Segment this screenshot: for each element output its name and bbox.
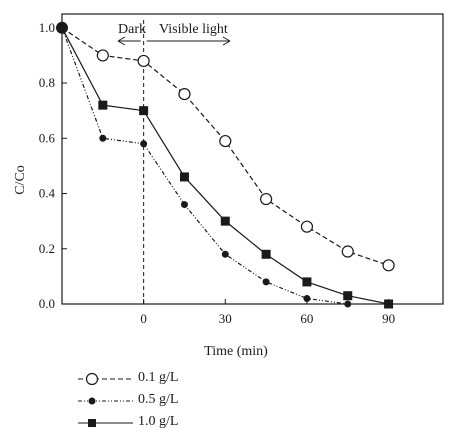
data-point [140,140,148,148]
legend-swatch-filled-square [78,419,133,427]
data-point [344,300,352,308]
legend-label-0-5: 0.5 g/L [138,392,179,407]
dark-annotation: Dark [118,22,146,37]
data-point [137,54,150,68]
data-point [98,100,108,110]
y-tick-label: 0.6 [39,130,56,145]
y-tick-label: 0.8 [39,75,55,90]
legend-swatch-filled-circle [78,397,133,405]
data-point [139,106,149,116]
data-point [179,172,189,182]
legend-label-0-1: 0.1 g/L [138,370,179,385]
legend-item-0-5: 0.5 g/L [78,390,278,412]
data-point [343,291,353,301]
y-axis-title: C/Co [13,165,28,195]
x-tick-label: 30 [219,311,232,326]
data-point [96,49,109,62]
data-point-start [56,21,68,34]
legend-swatch-open-circle [78,372,133,386]
data-point [260,192,273,206]
legend-item-1-0: 1.0 g/L [78,412,278,434]
data-point [341,245,354,258]
x-axis-title: Time (min) [204,344,268,359]
data-point [300,220,314,233]
data-point [219,134,232,148]
visible-arrow-head [222,36,231,46]
y-tick-label: 0.0 [39,296,55,311]
x-tick-label: 0 [140,311,147,326]
legend-item-0-1: 0.1 g/L [78,368,278,390]
y-tick-label: 1.0 [39,20,55,35]
plot-area: 0.0 0.2 0.4 0.6 0.8 1.0 0 30 60 90 [39,13,444,326]
data-point [384,299,394,309]
data-point [220,216,230,226]
dark-arrow-head [117,36,126,46]
chart-canvas: 0.0 0.2 0.4 0.6 0.8 1.0 0 30 60 90 C/Co Time (min… [13,13,444,359]
data-point [221,250,229,258]
plot-frame [61,13,444,305]
legend-label-1-0: 1.0 g/L [138,414,179,429]
data-point [99,134,107,142]
data-point [262,278,270,286]
data-point [302,277,312,287]
data-point [303,294,311,302]
x-tick-label: 60 [300,311,313,326]
data-point [261,249,271,259]
y-tick-label: 0.4 [39,186,56,201]
y-tick-label: 0.2 [39,241,55,256]
visible-light-annotation: Visible light [159,22,228,37]
series-line-1 [61,27,348,305]
data-point [178,87,191,101]
data-point [382,259,395,272]
series-line-2 [61,27,389,305]
data-point [180,201,188,209]
x-tick-label: 90 [382,311,395,326]
legend: 0.1 g/L 0.5 g/L 1.0 g/L [78,368,278,434]
